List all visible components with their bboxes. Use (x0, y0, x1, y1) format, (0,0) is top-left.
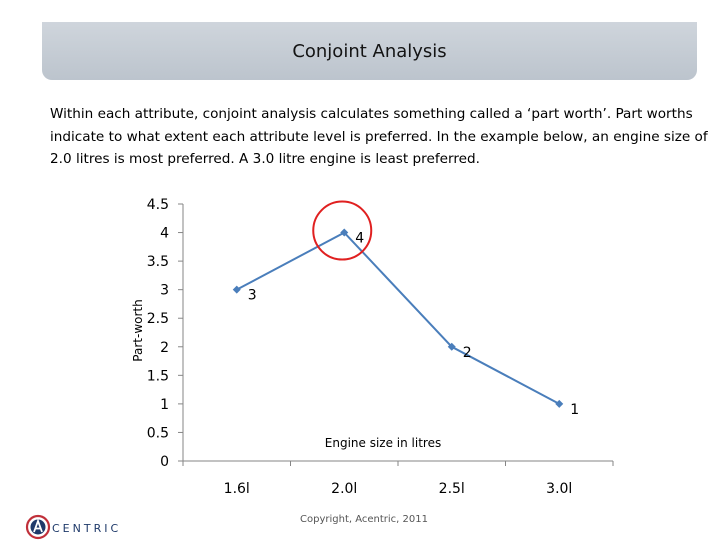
y-tick-label: 1 (160, 397, 169, 413)
x-tick-label: 2.0l (331, 481, 357, 497)
data-point (232, 285, 241, 294)
title-bar: Conjoint Analysis (42, 22, 697, 80)
data-point (340, 228, 349, 237)
x-tick-label: 1.6l (224, 481, 250, 497)
highlight-circle (312, 200, 373, 261)
x-tick-label: 3.0l (546, 481, 572, 497)
data-label: 2 (463, 345, 472, 361)
x-axis-title: Engine size in litres (325, 436, 441, 450)
logo-wordmark: CENTRIC (52, 522, 121, 535)
data-label: 4 (355, 231, 364, 247)
acentric-logo: CENTRIC (25, 514, 121, 540)
y-axis-title: Part-worth (131, 299, 145, 361)
y-tick-label: 4.5 (147, 197, 169, 213)
copyright-text: Copyright, Acentric, 2011 (300, 514, 428, 525)
logo-emblem-icon (25, 514, 51, 540)
y-tick-label: 2.5 (147, 311, 169, 327)
y-tick-label: 0.5 (147, 425, 169, 441)
page-title: Conjoint Analysis (292, 40, 447, 62)
y-tick-label: 4 (160, 226, 169, 242)
y-tick-label: 3.5 (147, 254, 169, 270)
intro-text: Within each attribute, conjoint analysis… (50, 106, 708, 167)
data-label: 1 (570, 402, 579, 418)
y-tick-label: 0 (160, 454, 169, 470)
data-label: 3 (248, 288, 257, 304)
y-tick-label: 1.5 (147, 368, 169, 384)
y-tick-label: 3 (160, 283, 169, 299)
data-point (555, 399, 564, 408)
x-tick-label: 2.5l (439, 481, 465, 497)
series-line (236, 231, 560, 405)
y-tick-label: 2 (160, 340, 169, 356)
data-point (447, 342, 456, 351)
